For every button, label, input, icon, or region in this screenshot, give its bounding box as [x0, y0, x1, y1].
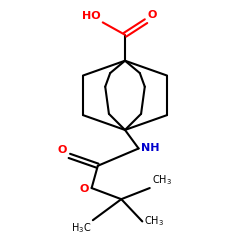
Text: H$_3$C: H$_3$C	[70, 222, 91, 235]
Text: CH$_3$: CH$_3$	[144, 214, 164, 228]
Text: O: O	[79, 184, 89, 194]
Text: NH: NH	[141, 144, 160, 154]
Text: HO: HO	[82, 11, 101, 21]
Text: O: O	[148, 10, 157, 20]
Text: CH$_3$: CH$_3$	[152, 173, 172, 187]
Text: O: O	[58, 145, 67, 155]
